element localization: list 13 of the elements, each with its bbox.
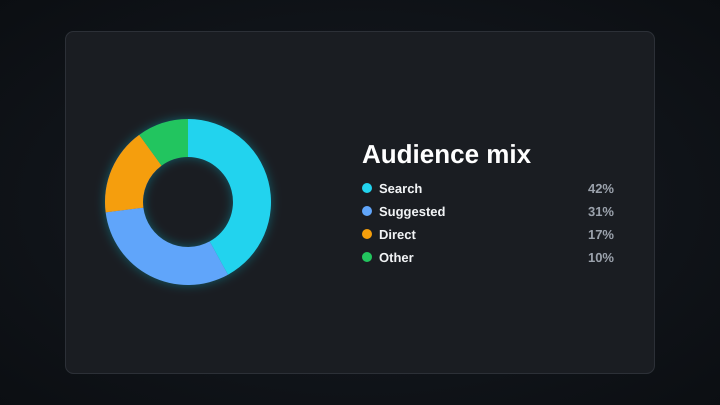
data-label: 17%: [588, 227, 614, 242]
legend-label: Direct: [379, 227, 417, 242]
data-label: 31%: [588, 204, 614, 219]
legend-label: Suggested: [379, 204, 446, 219]
donut-slice: [188, 119, 271, 275]
legend-label: Search: [379, 181, 422, 196]
data-label: 42%: [588, 181, 614, 196]
data-label: 10%: [588, 250, 614, 265]
text: Audience mix: [362, 139, 532, 169]
donut-slice: [105, 134, 162, 212]
donut-slice: [139, 119, 188, 166]
legend-label: Other: [379, 250, 414, 265]
donut-slice: [106, 208, 228, 285]
